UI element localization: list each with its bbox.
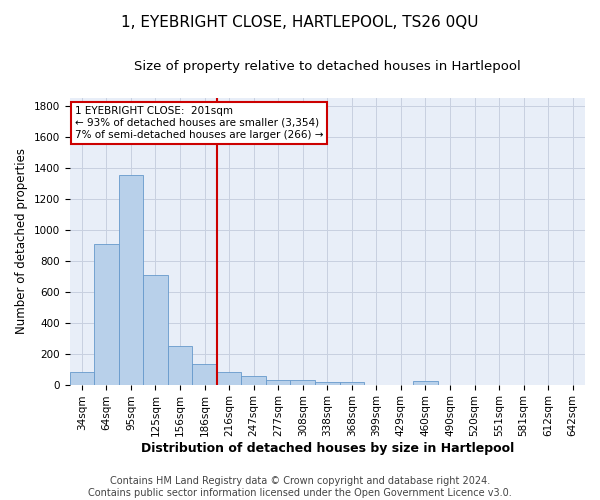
Bar [119,174,143,384]
Bar [315,382,340,384]
X-axis label: Distribution of detached houses by size in Hartlepool: Distribution of detached houses by size … [140,442,514,455]
Bar [192,364,217,384]
Bar [70,372,94,384]
Bar [413,382,438,384]
Bar [217,372,241,384]
Bar [94,244,119,384]
Text: Contains HM Land Registry data © Crown copyright and database right 2024.
Contai: Contains HM Land Registry data © Crown c… [88,476,512,498]
Bar [168,346,192,385]
Bar [340,382,364,384]
Text: 1, EYEBRIGHT CLOSE, HARTLEPOOL, TS26 0QU: 1, EYEBRIGHT CLOSE, HARTLEPOOL, TS26 0QU [121,15,479,30]
Y-axis label: Number of detached properties: Number of detached properties [15,148,28,334]
Text: 1 EYEBRIGHT CLOSE:  201sqm
← 93% of detached houses are smaller (3,354)
7% of se: 1 EYEBRIGHT CLOSE: 201sqm ← 93% of detac… [74,106,323,140]
Bar [290,380,315,384]
Bar [143,274,168,384]
Title: Size of property relative to detached houses in Hartlepool: Size of property relative to detached ho… [134,60,521,73]
Bar [266,380,290,384]
Bar [241,376,266,384]
